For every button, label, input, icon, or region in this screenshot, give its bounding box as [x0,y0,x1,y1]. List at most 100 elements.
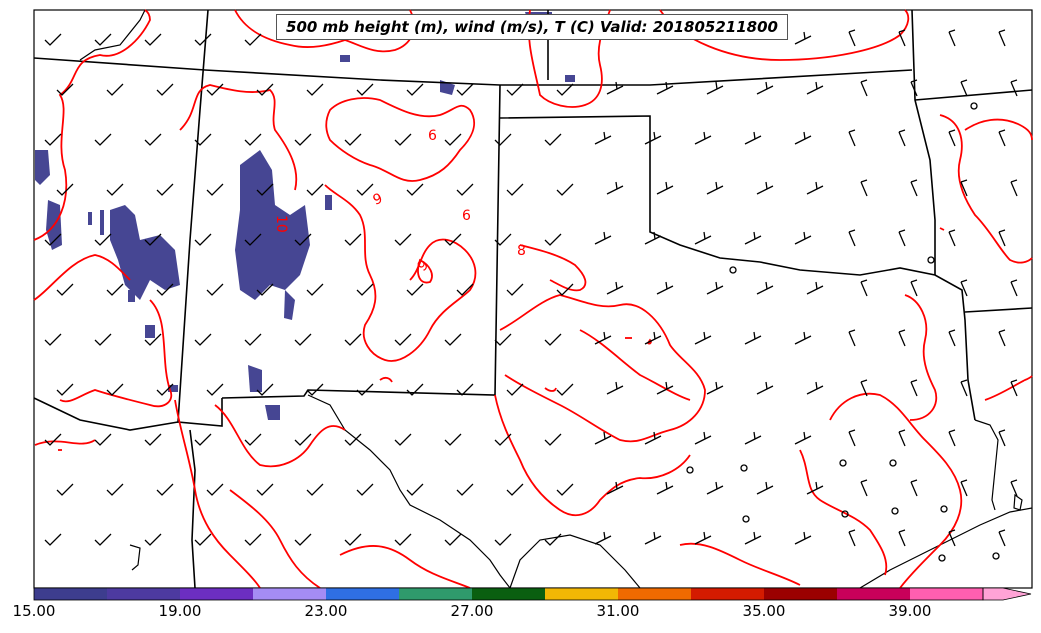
wind-barb [94,133,112,146]
wind-barb [344,433,362,446]
wind-barb [556,83,574,96]
wind-barb [206,483,224,496]
wind-barb [206,283,224,296]
wind-barb [756,181,774,195]
wind-barb [356,183,374,196]
wind-barb [156,483,174,496]
colorbar-tick-label: 35.00 [742,602,786,620]
wind-barb [444,533,462,546]
wind-barb [898,29,906,47]
wind-barb [998,329,1006,347]
wind-barb [848,29,856,47]
wind-barb [456,283,474,296]
wind-barb [244,33,262,46]
wind-barb [144,33,162,46]
wind-barb [644,131,662,145]
wind-barb [156,383,174,396]
wind-barb [960,279,968,297]
wind-barb [898,529,906,547]
wind-barb [44,133,62,146]
wind-barb [156,83,174,96]
wind-barb [156,183,174,196]
wind-barb [94,233,112,246]
wind-barb [394,533,412,546]
wind-barb [244,233,262,246]
wind-barb [998,29,1006,47]
wind-barb [1010,379,1018,397]
wind-barb [456,383,474,396]
wind-barb [294,133,312,146]
calm-wind-circle [927,256,935,264]
map-title: 500 mb height (m), wind (m/s), T (C) Val… [276,14,788,40]
wind-barb [144,133,162,146]
colorbar-tick-label: 27.00 [450,602,494,620]
wind-barb [948,229,956,247]
coastline [79,9,1033,589]
wind-barb [506,283,524,296]
wind-barb [244,433,262,446]
wind-barb [556,383,574,396]
wind-barb [194,533,212,546]
wind-barb [594,531,612,545]
wind-barb [456,483,474,496]
wind-barb [1010,279,1018,297]
colorbar-tick-label: 15.00 [12,602,56,620]
colorbar-tick-label: 31.00 [596,602,640,620]
wind-barb [656,481,674,495]
wind-barb [256,183,274,196]
wind-barb [606,81,624,95]
wind-barb [898,129,906,147]
wind-barb [356,83,374,96]
wind-barb [606,281,624,295]
wind-barb [494,333,512,346]
wind-barb [1010,179,1018,197]
colorbar-segment [910,588,983,600]
wind-barb [948,529,956,547]
wind-barb [356,383,374,396]
wind-barb [644,431,662,445]
wind-barb [244,533,262,546]
wind-barb [756,281,774,295]
wind-barb [294,333,312,346]
wind-barb [706,481,724,495]
wind-barb [806,81,824,95]
wind-barb [494,533,512,546]
wind-barb [744,531,762,545]
colorbar-segment [399,588,472,600]
wind-barb [194,133,212,146]
wind-barb [256,483,274,496]
wind-barb [860,379,868,397]
calm-wind-circle [742,515,750,523]
wind-barb [394,233,412,246]
colorbar-segment [545,588,618,600]
wind-barb [948,429,956,447]
wind-barb [556,483,574,496]
wind-barb [156,283,174,296]
wind-barb [794,331,812,345]
calm-wind-circle [740,464,748,472]
wind-barb [794,531,812,545]
wind-barb [406,383,424,396]
wind-barb [998,129,1006,147]
wind-barb [860,179,868,197]
wind-barb [744,131,762,145]
wind-barb [344,333,362,346]
wind-barb [910,379,918,397]
wind-barb [306,383,324,396]
calm-wind-circle [938,554,946,562]
wind-barb [848,429,856,447]
wind-barb [356,483,374,496]
colorbar [33,587,1032,601]
wind-barb [194,433,212,446]
contour-label: 6 [428,128,437,144]
wind-barb [44,333,62,346]
contour-label: 6 [462,208,471,224]
wind-barb [644,531,662,545]
wind-barb [106,383,124,396]
wind-barb [860,279,868,297]
map-frame [33,9,1033,589]
wind-barb [144,433,162,446]
wind-barb [694,231,712,245]
wind-barb [306,283,324,296]
colorbar-tick-label: 19.00 [158,602,202,620]
